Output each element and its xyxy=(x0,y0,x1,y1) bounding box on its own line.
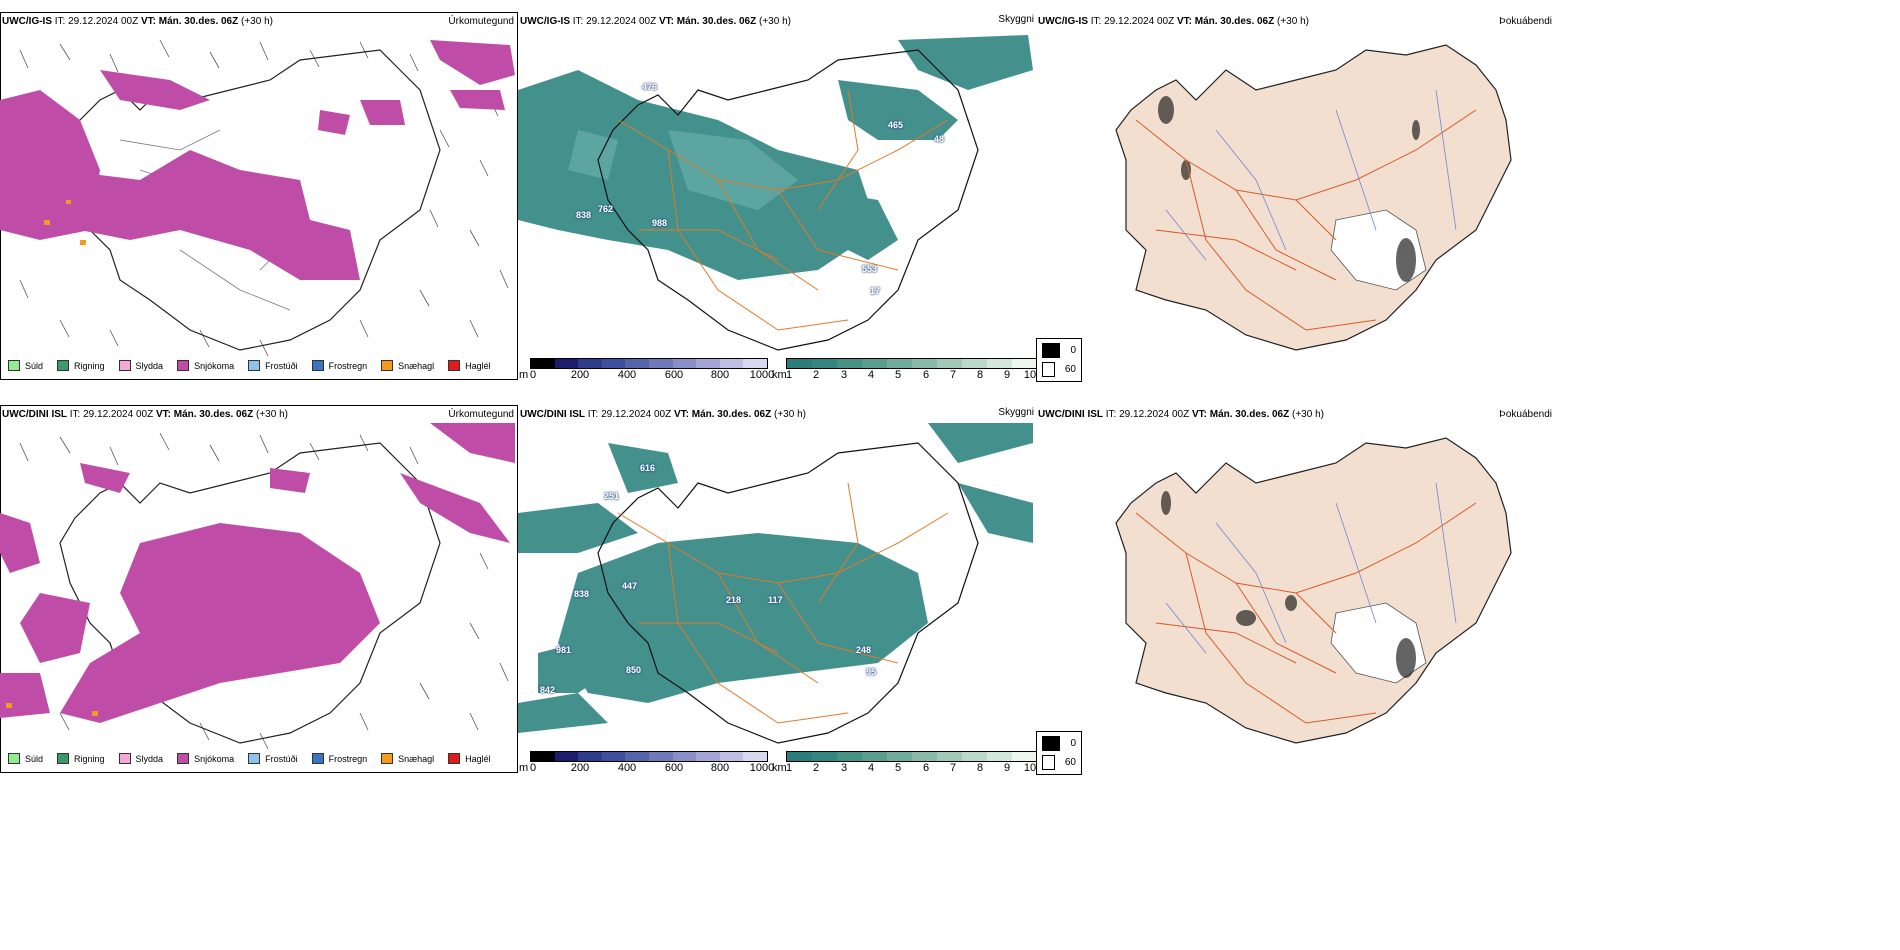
fog-panel-1: UWC/IG-IS IT: 29.12.2024 00Z VT: Mán. 30… xyxy=(1036,12,1556,382)
legend-item: Snæhagl xyxy=(381,753,434,764)
visibility-value: 117 xyxy=(768,595,783,605)
fog-panel-2: UWC/DINI ISL IT: 29.12.2024 00Z VT: Mán.… xyxy=(1036,405,1556,775)
visibility-value: 248 xyxy=(856,645,872,655)
panel-title: Skyggni xyxy=(998,14,1034,25)
legend-item: Haglél xyxy=(448,360,491,371)
visibility-value: 465 xyxy=(888,120,904,130)
legend-item: Rigning xyxy=(57,360,105,371)
ceiling-colorbar xyxy=(530,358,768,369)
panel-header: UWC/DINI ISL IT: 29.12.2024 00Z VT: Mán.… xyxy=(1038,409,1324,420)
legend-item: Frostúði xyxy=(248,360,298,371)
precip-type-panel-1: UWC/IG-IS IT: 29.12.2024 00Z VT: Mán. 30… xyxy=(0,12,518,380)
visibility-value: 616 xyxy=(640,463,656,473)
visibility-value: 842 xyxy=(540,685,556,695)
precip-map xyxy=(0,39,515,357)
legend-item: Frostúði xyxy=(248,753,298,764)
visibility-value: 447 xyxy=(622,581,638,591)
map-frame xyxy=(0,405,518,773)
visibility-value: 48 xyxy=(934,134,945,144)
visibility-map xyxy=(518,35,1033,351)
roads xyxy=(617,482,949,724)
legend-item: Snjókoma xyxy=(177,753,234,764)
panel-header: UWC/IG-IS IT: 29.12.2024 00Z VT: Mán. 30… xyxy=(2,16,273,27)
visibility-map xyxy=(518,423,1033,744)
fog-legend: 0 60 xyxy=(1036,338,1082,382)
legend-item: Snjókoma xyxy=(177,360,234,371)
precip-type-legend: Súld Rigning Slydda Snjókoma Frostúði Fr… xyxy=(8,360,505,371)
precip-map xyxy=(0,423,515,750)
rivers xyxy=(1165,89,1457,261)
visibility-colorbar xyxy=(786,751,1038,762)
visibility-unit: km xyxy=(772,369,787,381)
visibility-value: 762 xyxy=(598,204,614,214)
iceland-outline xyxy=(597,442,979,744)
snow-areas xyxy=(0,40,515,280)
legend-item: Frostregn xyxy=(311,753,367,764)
visibility-value: 218 xyxy=(726,595,742,605)
visibility-value: 850 xyxy=(626,665,642,675)
panel-title: Þokuábendi xyxy=(1499,16,1552,27)
ceiling-colorbar xyxy=(530,751,768,762)
legend-item: Súld xyxy=(8,753,43,764)
visibility-value: 17 xyxy=(870,286,881,296)
visibility-value: 838 xyxy=(576,210,592,220)
snow-areas xyxy=(0,423,515,723)
precip-type-panel-2: UWC/DINI ISL IT: 29.12.2024 00Z VT: Mán.… xyxy=(0,405,518,773)
legend-item: Snæhagl xyxy=(381,360,434,371)
legend-item: Haglél xyxy=(448,753,491,764)
visibility-value: 981 xyxy=(556,645,572,655)
ceiling-unit: m xyxy=(519,762,529,774)
panel-title: Úrkomutegund xyxy=(448,409,514,420)
panel-header: UWC/DINI ISL IT: 29.12.2024 00Z VT: Mán.… xyxy=(2,409,288,420)
wind-barbs xyxy=(19,39,509,357)
panel-title: Þokuábendi xyxy=(1499,409,1552,420)
iceland-outline xyxy=(59,49,441,351)
ceiling-unit: m xyxy=(519,369,529,381)
panel-title: Úrkomutegund xyxy=(448,16,514,27)
legend-item: Slydda xyxy=(118,360,163,371)
iceland-outline xyxy=(597,49,979,351)
panel-header: UWC/IG-IS IT: 29.12.2024 00Z VT: Mán. 30… xyxy=(520,16,791,27)
panel-header: UWC/IG-IS IT: 29.12.2024 00Z VT: Mán. 30… xyxy=(1038,16,1309,27)
fog-legend: 0 60 xyxy=(1036,731,1082,775)
precip-type-legend: Súld Rigning Slydda Snjókoma Frostúði Fr… xyxy=(8,753,505,764)
visibility-value: 476 xyxy=(642,82,658,92)
visibility-unit: km xyxy=(772,762,787,774)
rivers xyxy=(1165,482,1457,654)
visibility-value: 95 xyxy=(866,667,877,677)
legend-item: Slydda xyxy=(118,753,163,764)
visibility-panel-2: UWC/DINI ISL IT: 29.12.2024 00Z VT: Mán.… xyxy=(518,407,1038,774)
visibility-value: 553 xyxy=(862,264,878,274)
panel-title: Skyggni xyxy=(998,407,1034,418)
fog-map xyxy=(1115,437,1512,744)
roads xyxy=(1135,502,1477,724)
legend-item: Frostregn xyxy=(311,360,367,371)
roads xyxy=(1135,109,1477,331)
visibility-panel-1: UWC/IG-IS IT: 29.12.2024 00Z VT: Mán. 30… xyxy=(518,14,1038,381)
visibility-value: 251 xyxy=(604,491,620,501)
visibility-colorbar xyxy=(786,358,1038,369)
panel-header: UWC/DINI ISL IT: 29.12.2024 00Z VT: Mán.… xyxy=(520,409,806,420)
visibility-value: 988 xyxy=(652,218,668,228)
fog-map xyxy=(1115,44,1512,351)
low-visibility-areas xyxy=(518,423,1033,733)
legend-item: Súld xyxy=(8,360,43,371)
roads xyxy=(617,89,949,331)
visibility-value: 838 xyxy=(574,589,590,599)
legend-item: Rigning xyxy=(57,753,105,764)
